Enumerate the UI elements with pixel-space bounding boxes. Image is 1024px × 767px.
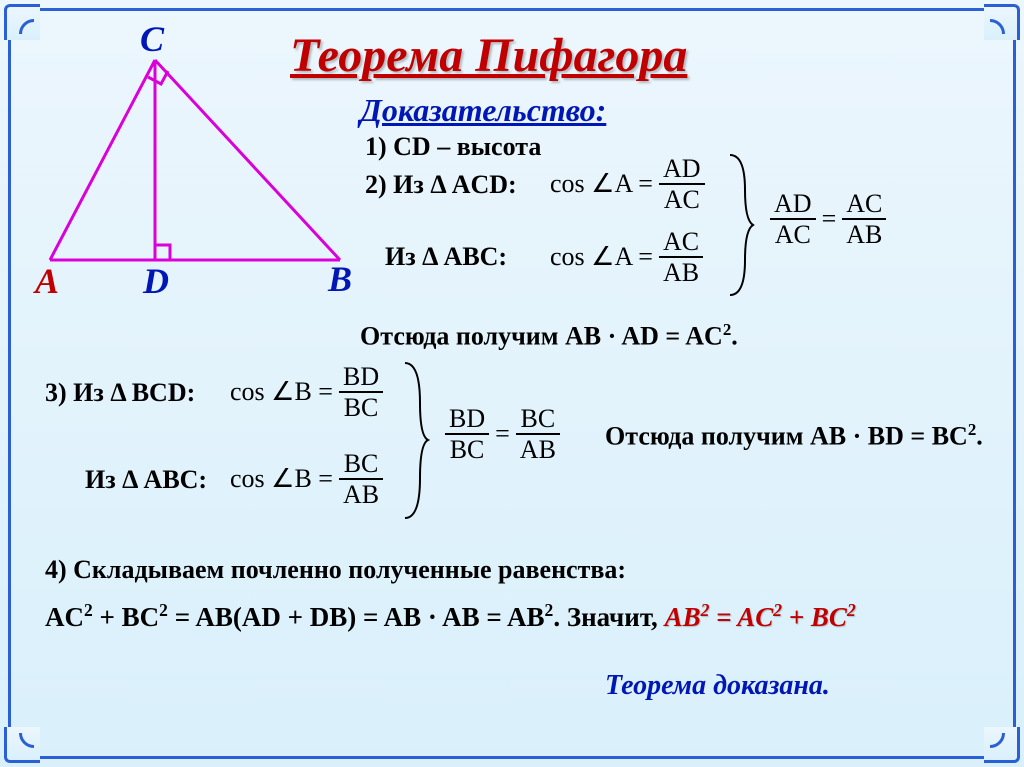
triangle-diagram: A C D B — [40, 50, 360, 280]
brace-1 — [725, 150, 755, 300]
subtitle: Доказательство: — [360, 92, 606, 129]
brace-2 — [400, 358, 430, 523]
implication-1: Отсюда получим AB · AD = AC2. — [360, 320, 738, 352]
triangle-svg — [40, 50, 360, 280]
theorem-proved: Теорема доказана. — [605, 670, 830, 702]
step-2-abc: Из Δ ABC: — [385, 242, 507, 272]
vertex-A: A — [35, 260, 59, 302]
cosA-label-1: cos ∠A = — [550, 169, 653, 199]
implication-2: Отсюда получим AB · BD = BC2. — [605, 420, 983, 452]
step-1: 1) CD – высота — [365, 132, 541, 162]
step-3-bcd: 3) Из Δ BCD: — [45, 378, 195, 408]
step-2-acd: 2) Из Δ ACD: — [365, 170, 517, 200]
cosA-abc: cos ∠A = ACAB — [550, 228, 703, 287]
result-prop-2: BDBC = BCAB — [445, 405, 560, 464]
final-equation: AB2 = AC2 + BC2 — [665, 602, 856, 632]
cosA-label-2: cos ∠A = — [550, 242, 653, 272]
result-prop-1: ADAC = ACAB — [770, 190, 886, 249]
cosB-bcd: cos ∠B = BDBC — [230, 363, 383, 422]
vertex-D: D — [143, 260, 169, 302]
cosA-acd: cos ∠A = ADAC — [550, 155, 705, 214]
eq-sign-1: = — [822, 204, 837, 234]
eq-sign-2: = — [495, 419, 510, 449]
cosB-label-2: cos ∠B = — [230, 464, 333, 494]
cosB-label-1: cos ∠B = — [230, 377, 333, 407]
vertex-C: C — [140, 18, 164, 60]
step-4-line2: AC2 + BC2 = AB(AD + DB) = AB · AB = AB2.… — [45, 600, 856, 633]
vertex-B: B — [328, 258, 352, 300]
step-3-abc: Из Δ ABC: — [85, 465, 207, 495]
cosB-abc: cos ∠B = BCAB — [230, 450, 383, 509]
step-4-line1: 4) Складываем почленно полученные равенс… — [45, 555, 626, 585]
